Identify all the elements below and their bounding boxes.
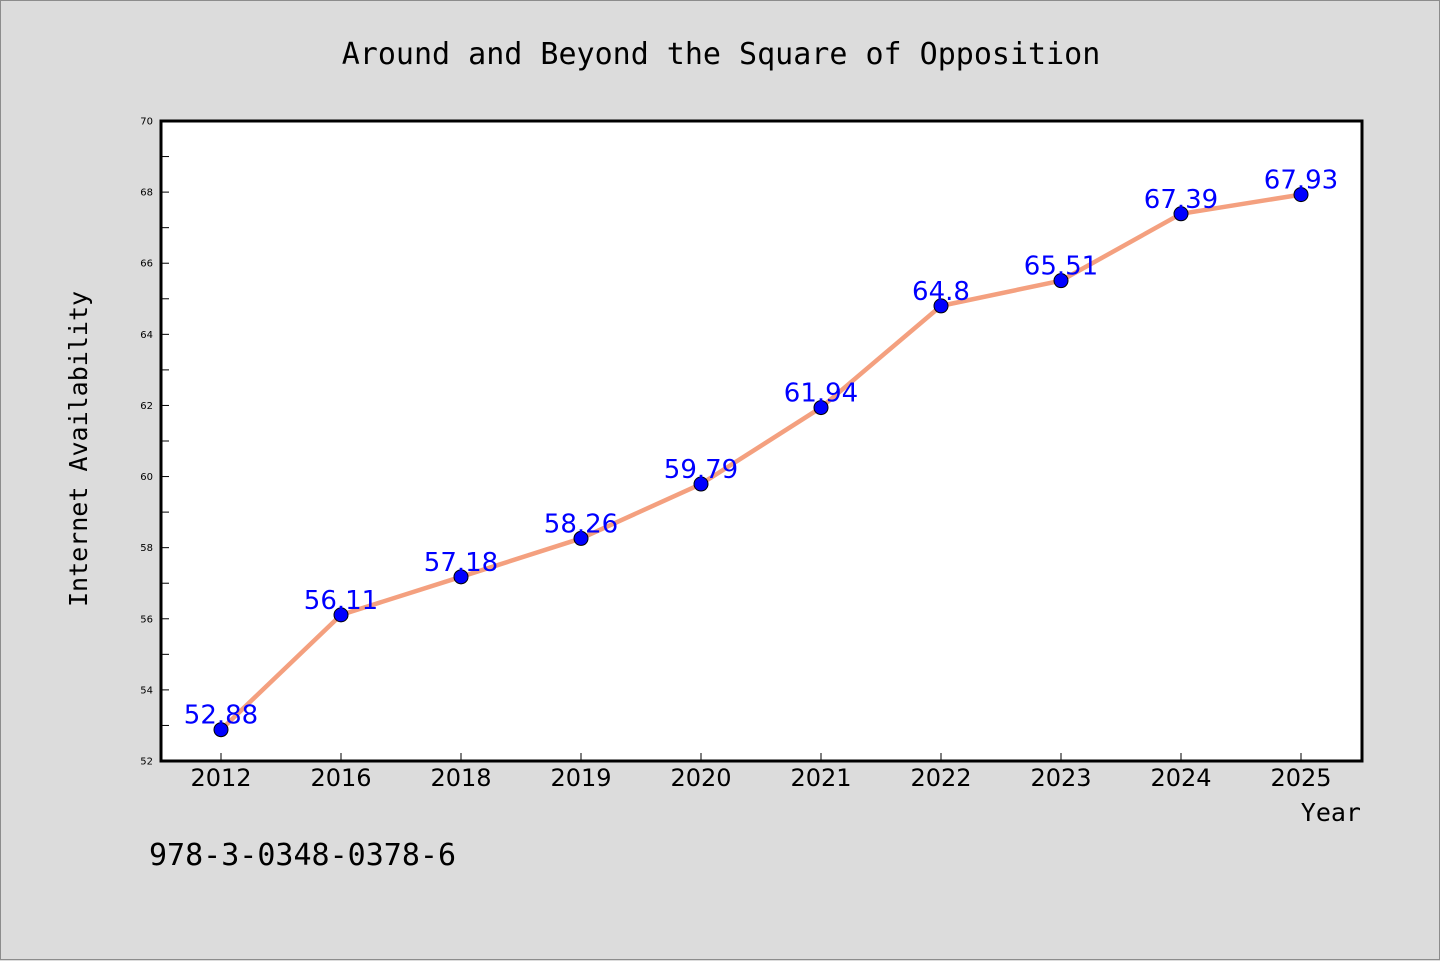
data-label: 57.18 [424,548,498,578]
y-tick-label: 56 [140,614,153,625]
x-tick-label: 2020 [670,764,731,792]
x-tick-label: 2022 [910,764,971,792]
x-tick-label: 2018 [430,764,491,792]
x-tick-label: 2024 [1150,764,1211,792]
x-tick-label: 2021 [790,764,851,792]
data-point [813,400,829,416]
x-tick-label: 2019 [550,764,611,792]
data-label: 67.39 [1144,185,1218,215]
series-line [218,192,1304,732]
data-point [933,298,949,314]
data-label: 61.94 [784,379,858,409]
data-label: 56.11 [304,586,378,616]
y-axis: 52 54 56 58 60 62 64 66 68 70 [140,117,169,768]
data-point [573,530,589,546]
data-point [1293,187,1309,203]
isbn-footer: 978-3-0348-0378-6 [149,838,456,873]
data-point [213,722,229,738]
markers-group [213,187,1309,738]
x-tick-label: 2012 [190,764,251,792]
x-tick-label: 2025 [1270,764,1331,792]
data-label: 64.8 [912,277,970,307]
data-point [693,476,709,492]
data-point [333,607,349,623]
x-axis-label: Year [1301,798,1361,827]
data-label: 58.26 [544,509,618,539]
y-tick-label: 52 [140,757,153,768]
chart-title: Around and Beyond the Square of Oppositi… [342,37,1101,72]
y-tick-label: 64 [140,330,153,341]
x-axis: 2012 2016 2018 2019 2020 2021 2022 2023 2024 2025 [190,753,1332,792]
y-tick-label: 66 [140,259,153,270]
x-tick-label: 2023 [1030,764,1091,792]
data-point [453,569,469,585]
y-tick-label: 68 [140,188,153,199]
series-line-group [218,192,1304,732]
y-tick-label: 70 [140,117,153,128]
y-tick-label: 62 [140,401,153,412]
x-tick-label: 2016 [310,764,371,792]
y-tick-label: 58 [140,543,153,554]
data-label: 67.93 [1264,166,1338,196]
y-axis-label: Internet Availability [64,291,93,607]
data-label: 52.88 [184,701,258,731]
plot-area [159,119,1364,763]
data-label: 65.51 [1024,252,1098,282]
data-labels-group: 52.88 56.11 57.18 58.26 59.79 61.94 64.8 65.51 6… [184,166,1338,731]
y-tick-label: 54 [140,685,153,696]
data-point [1173,206,1189,222]
data-label: 59.79 [664,455,738,485]
data-point [1053,273,1069,289]
y-tick-label: 60 [140,472,153,483]
